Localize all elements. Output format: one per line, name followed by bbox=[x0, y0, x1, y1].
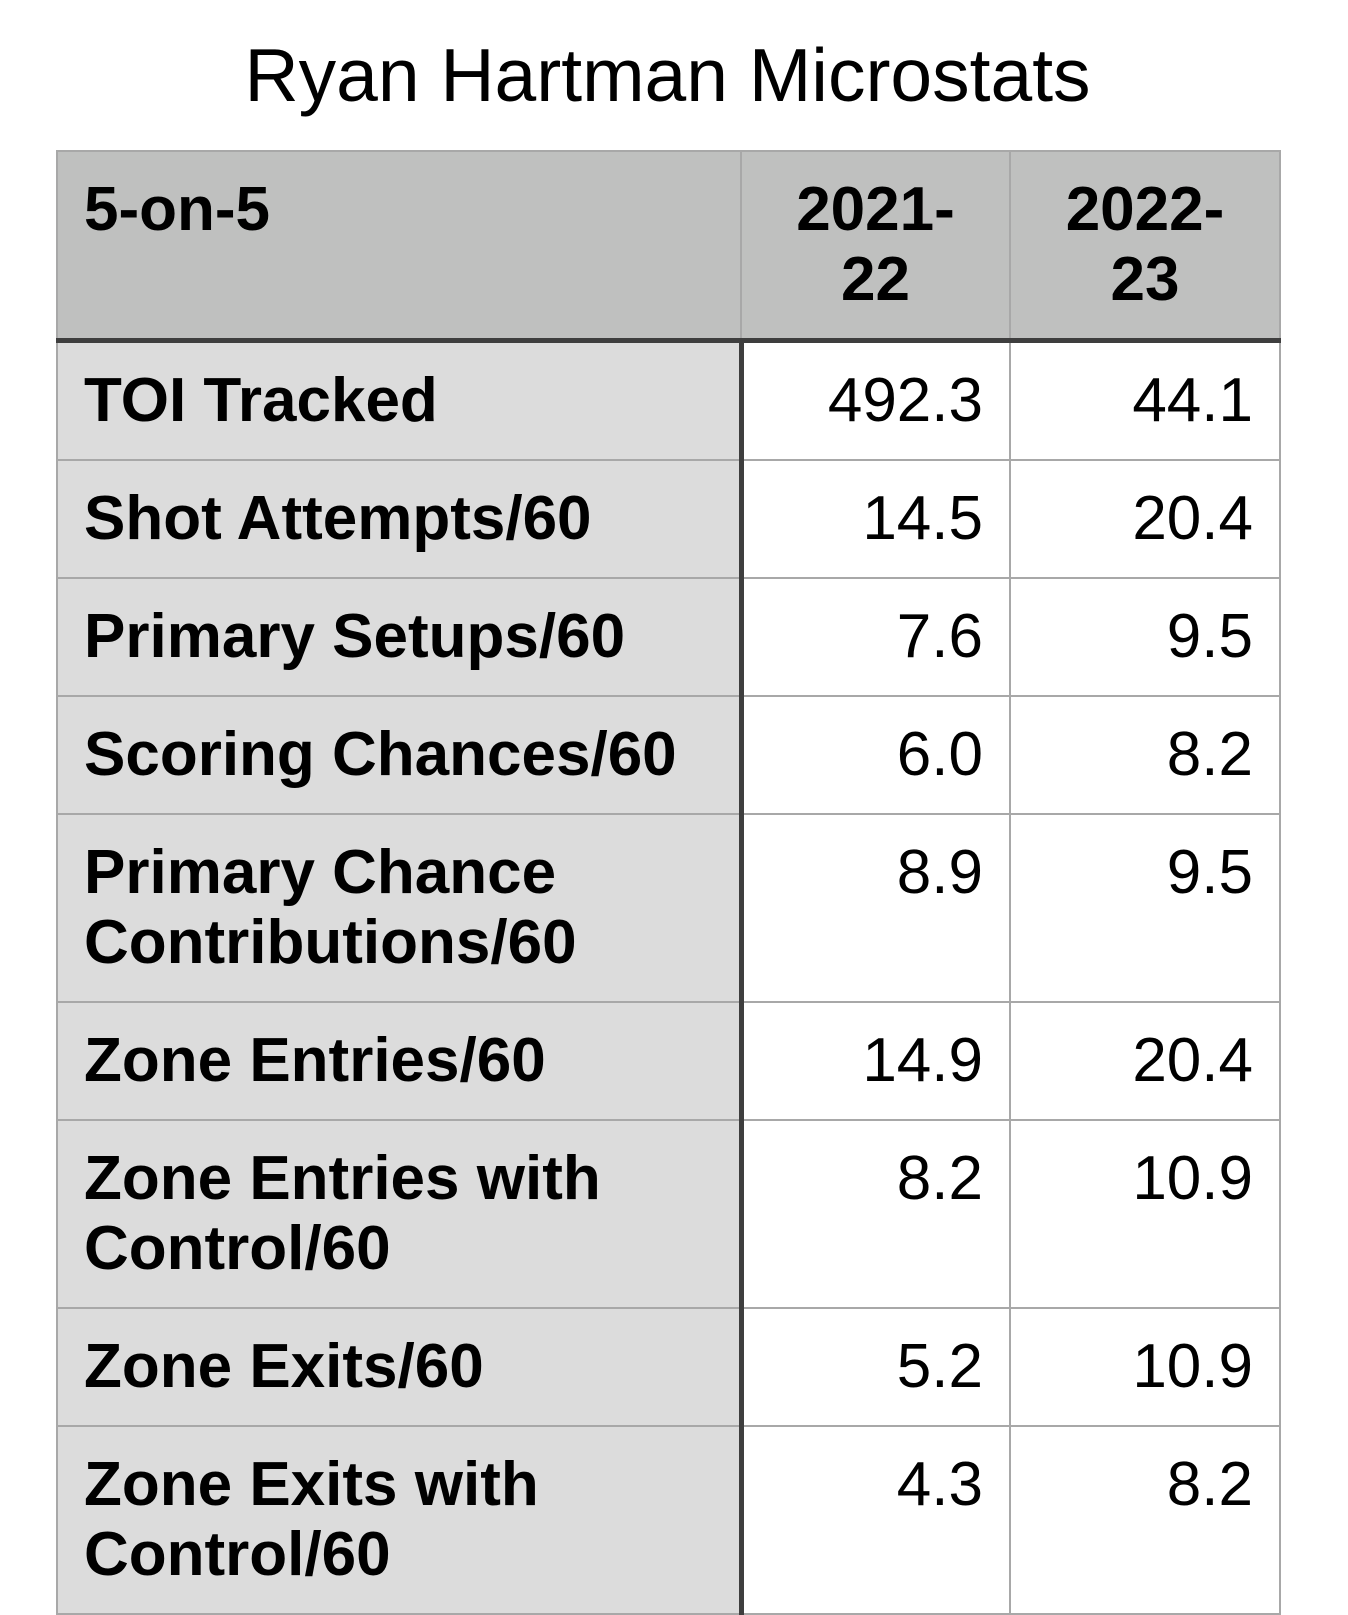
value-2021-22: 14.9 bbox=[741, 1001, 1010, 1120]
header-row: 5-on-5 2021-22 2022-23 bbox=[57, 151, 1280, 343]
table-row: Zone Exits with Control/60 4.3 8.2 bbox=[57, 1425, 1280, 1614]
value-2022-23: 9.5 bbox=[1009, 577, 1280, 696]
table-row: Primary Chance Contributions/60 8.9 9.5 bbox=[57, 813, 1280, 1002]
table-row: TOI Tracked 492.3 44.1 bbox=[57, 339, 1280, 460]
table-body: TOI Tracked 492.3 44.1 Shot Attempts/60 … bbox=[57, 339, 1280, 1614]
value-2022-23: 10.9 bbox=[1009, 1307, 1280, 1426]
header-cell-2021-22: 2021-22 bbox=[740, 151, 1010, 343]
value-2022-23: 8.2 bbox=[1009, 695, 1280, 814]
table-row: Zone Exits/60 5.2 10.9 bbox=[57, 1307, 1280, 1426]
microstats-table: 5-on-5 2021-22 2022-23 TOI Tracked 492.3… bbox=[56, 150, 1281, 1615]
value-2021-22: 4.3 bbox=[741, 1425, 1010, 1614]
value-2022-23: 8.2 bbox=[1009, 1425, 1280, 1614]
page: Ryan Hartman Microstats 5-on-5 2021-22 2… bbox=[56, 28, 1281, 1615]
value-2022-23: 9.5 bbox=[1009, 813, 1280, 1002]
value-2021-22: 5.2 bbox=[741, 1307, 1010, 1426]
value-2021-22: 492.3 bbox=[741, 339, 1010, 460]
row-label: TOI Tracked bbox=[57, 339, 744, 460]
value-2022-23: 44.1 bbox=[1009, 339, 1280, 460]
table-header: 5-on-5 2021-22 2022-23 bbox=[57, 151, 1280, 343]
value-2022-23: 20.4 bbox=[1009, 459, 1280, 578]
value-2022-23: 20.4 bbox=[1009, 1001, 1280, 1120]
value-2021-22: 8.9 bbox=[741, 813, 1010, 1002]
row-label: Zone Exits/60 bbox=[57, 1307, 744, 1426]
table-row: Scoring Chances/60 6.0 8.2 bbox=[57, 695, 1280, 814]
row-label: Primary Chance Contributions/60 bbox=[57, 813, 744, 1002]
value-2021-22: 8.2 bbox=[741, 1119, 1010, 1308]
page-title: Ryan Hartman Microstats bbox=[244, 33, 1091, 117]
value-2022-23: 10.9 bbox=[1009, 1119, 1280, 1308]
value-2021-22: 7.6 bbox=[741, 577, 1010, 696]
table-row: Zone Entries with Control/60 8.2 10.9 bbox=[57, 1119, 1280, 1308]
value-2021-22: 14.5 bbox=[741, 459, 1010, 578]
row-label: Zone Entries/60 bbox=[57, 1001, 744, 1120]
row-label: Shot Attempts/60 bbox=[57, 459, 744, 578]
value-2021-22: 6.0 bbox=[741, 695, 1010, 814]
row-label: Primary Setups/60 bbox=[57, 577, 744, 696]
row-label: Zone Exits with Control/60 bbox=[57, 1425, 744, 1614]
table-row: Primary Setups/60 7.6 9.5 bbox=[57, 577, 1280, 696]
header-cell-2022-23: 2022-23 bbox=[1009, 151, 1280, 343]
header-cell-5on5: 5-on-5 bbox=[57, 151, 741, 343]
table-row: Shot Attempts/60 14.5 20.4 bbox=[57, 459, 1280, 578]
table-row: Zone Entries/60 14.9 20.4 bbox=[57, 1001, 1280, 1120]
row-label: Scoring Chances/60 bbox=[57, 695, 744, 814]
row-label: Zone Entries with Control/60 bbox=[57, 1119, 744, 1308]
